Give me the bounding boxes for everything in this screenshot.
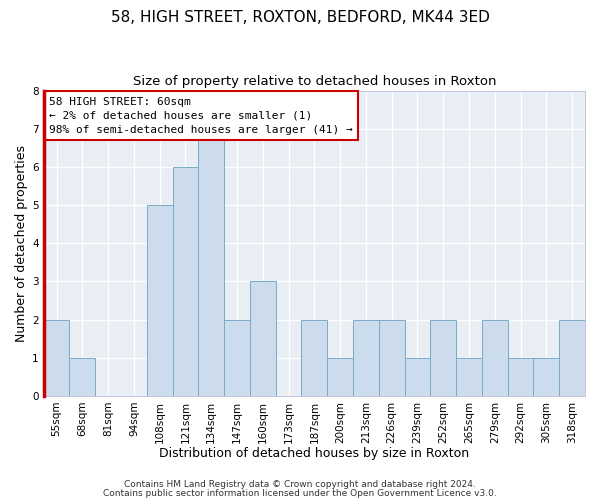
Bar: [404, 358, 430, 396]
Bar: [224, 320, 250, 396]
Bar: [147, 205, 173, 396]
Bar: [70, 358, 95, 396]
Bar: [173, 167, 199, 396]
Title: Size of property relative to detached houses in Roxton: Size of property relative to detached ho…: [133, 75, 496, 88]
Text: 58, HIGH STREET, ROXTON, BEDFORD, MK44 3ED: 58, HIGH STREET, ROXTON, BEDFORD, MK44 3…: [110, 10, 490, 25]
Text: Contains HM Land Registry data © Crown copyright and database right 2024.: Contains HM Land Registry data © Crown c…: [124, 480, 476, 489]
Bar: [430, 320, 456, 396]
Bar: [456, 358, 482, 396]
Bar: [327, 358, 353, 396]
Bar: [44, 320, 70, 396]
Text: Contains public sector information licensed under the Open Government Licence v3: Contains public sector information licen…: [103, 488, 497, 498]
Y-axis label: Number of detached properties: Number of detached properties: [15, 144, 28, 342]
Bar: [508, 358, 533, 396]
Bar: [379, 320, 404, 396]
Bar: [250, 282, 275, 396]
Bar: [301, 320, 327, 396]
Bar: [559, 320, 585, 396]
Bar: [533, 358, 559, 396]
Bar: [353, 320, 379, 396]
Bar: [482, 320, 508, 396]
Text: 58 HIGH STREET: 60sqm
← 2% of detached houses are smaller (1)
98% of semi-detach: 58 HIGH STREET: 60sqm ← 2% of detached h…: [49, 96, 353, 134]
X-axis label: Distribution of detached houses by size in Roxton: Distribution of detached houses by size …: [159, 447, 469, 460]
Bar: [199, 128, 224, 396]
